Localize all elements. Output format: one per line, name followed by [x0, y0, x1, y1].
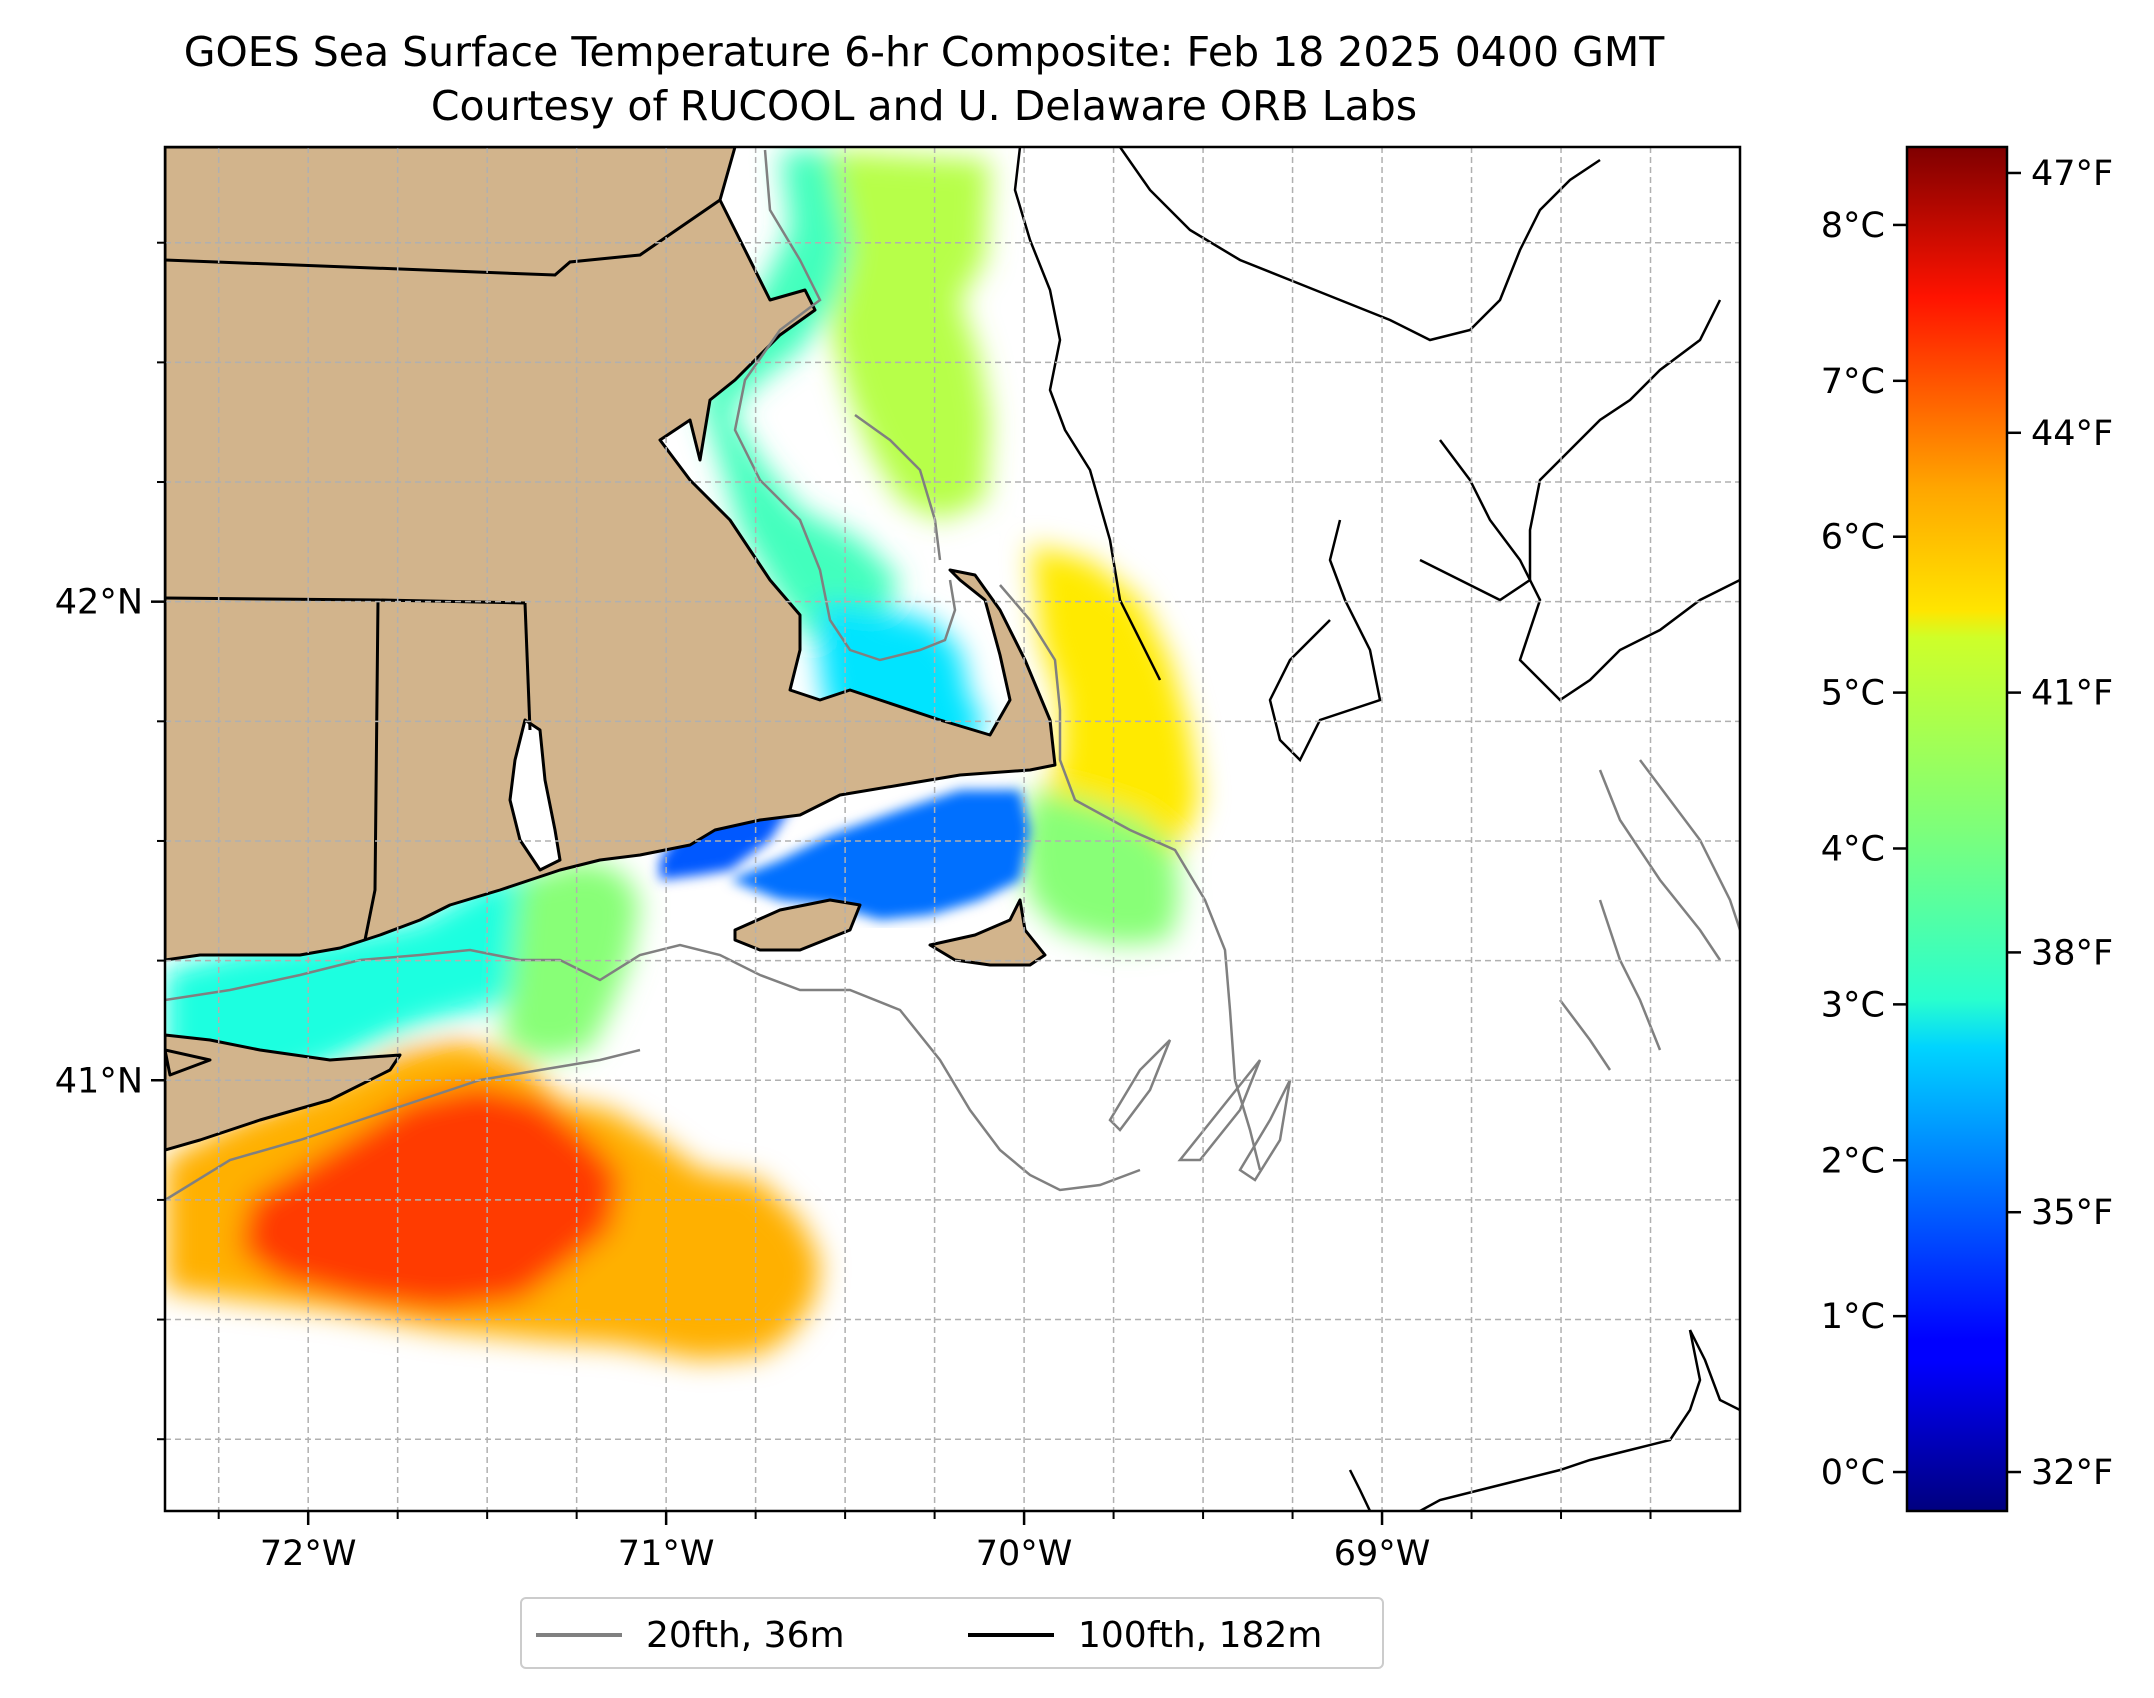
x-tick-label: 71°W [618, 1534, 715, 1574]
colorbar-c-label: 5°C [1821, 674, 1885, 714]
colorbar-f-label: 35°F [2031, 1193, 2113, 1233]
colorbar-c-label: 8°C [1821, 206, 1885, 246]
legend-item-20fth: 20fth, 36m [536, 1614, 845, 1656]
gridlines [165, 147, 1740, 1511]
contour-100fth-gulf [1118, 147, 1601, 342]
contour-20fth-shoals-7 [1559, 999, 1612, 1071]
contour-20fth-outer-cape [999, 584, 1262, 1171]
contour-20fth-shoals-6 [1598, 899, 1662, 1051]
x-tick-label: 72°W [260, 1534, 357, 1574]
contour-20fth-cape-cod-bay [854, 413, 942, 561]
legend-swatch-100fth [968, 1633, 1054, 1637]
land-layer [165, 147, 1057, 1152]
contour-20fth-south [165, 943, 1141, 1192]
colorbar-f-label: 44°F [2031, 414, 2113, 454]
colorbar-c-label: 2°C [1821, 1141, 1885, 1181]
contour-20fth-shoals-1 [1108, 1039, 1172, 1132]
colorbar-frame [1905, 145, 2009, 1513]
colorbar-gradient [1907, 147, 2007, 1511]
x-tick-label: 69°W [1334, 1534, 1431, 1574]
legend-label-100fth: 100fth, 182m [1078, 1614, 1323, 1656]
sst-layer [165, 150, 1200, 1360]
colorbar-celsius-ticks: 0°C 1°C 2°C 3°C 4°C 5°C 6°C 7°C 8°C [1821, 206, 1907, 1493]
colorbar-fahrenheit-ticks: 32°F 35°F 38°F 41°F 44°F 47°F [2007, 154, 2113, 1493]
contour-100fth-inner [1013, 147, 1162, 681]
ri-ma-border [523, 602, 532, 731]
colorbar-f-label: 32°F [2031, 1453, 2113, 1493]
contour-100fth-knob [1348, 1469, 1372, 1511]
contour-20fth-shoals-2 [1177, 1059, 1262, 1162]
map-axis-ticks: 72°W 71°W 70°W 69°W 42°N 41°N [55, 241, 1652, 1574]
colorbar-c-label: 7°C [1821, 362, 1885, 402]
contour-20fth-shelf [165, 1048, 641, 1202]
sst-region-nantucket-sound [730, 790, 1030, 920]
ct-ri-border [363, 599, 380, 941]
colorbar-c-label: 6°C [1821, 518, 1885, 558]
sst-region-shelf-warm-core [240, 1085, 620, 1310]
sst-region-massachusetts-bay [700, 150, 900, 640]
narragansett-bay-water [508, 718, 562, 872]
map-frame [163, 145, 1742, 1513]
contour-100fth-georges-2 [1439, 439, 1740, 702]
block-island-land [165, 1048, 212, 1077]
contour-100fth-georges [1419, 299, 1722, 602]
sst-region-outer-cape-south [1020, 790, 1180, 945]
long-island-land [165, 1033, 402, 1152]
contour-20fth-shoals-4 [1598, 769, 1722, 961]
colorbar-f-label: 47°F [2031, 154, 2113, 194]
colorbar-c-label: 1°C [1821, 1297, 1885, 1337]
x-tick-label: 70°W [976, 1534, 1073, 1574]
contour-20fth-shoals-3 [1238, 1079, 1292, 1182]
marthas-vineyard-land [733, 898, 862, 952]
contour-100fth-basin [1268, 519, 1382, 763]
legend-item-100fth: 100fth, 182m [968, 1614, 1323, 1656]
ma-nh-border [165, 198, 721, 277]
new-england-land [165, 147, 1057, 962]
colorbar-c-label: 4°C [1821, 829, 1885, 869]
contour-100fth [1013, 147, 1740, 1511]
y-tick-label: 41°N [55, 1061, 143, 1101]
contour-100fth-southeast-2 [1688, 1329, 1740, 1412]
contour-20fth-mass-bay [733, 149, 957, 662]
colorbar-c-label: 0°C [1821, 1453, 1885, 1493]
colorbar-c-label: 3°C [1821, 985, 1885, 1025]
colorbar-f-label: 41°F [2031, 674, 2113, 714]
y-tick-label: 42°N [55, 583, 143, 623]
nantucket-land [928, 898, 1047, 967]
contour-100fth-southeast [1419, 1329, 1702, 1511]
legend-swatch-20fth [536, 1633, 622, 1637]
map-panel: 72°W 71°W 70°W 69°W 42°N 41°N [55, 145, 1742, 1574]
contour-20fth [165, 149, 1740, 1202]
sst-region-long-island-sound [165, 870, 610, 1110]
colorbar: 0°C 1°C 2°C 3°C 4°C 5°C 6°C 7°C 8°C 32°F 35°F 38°F… [1821, 145, 2113, 1513]
chart-subtitle: Courtesy of RUCOOL and U. Delaware ORB L… [430, 82, 1418, 130]
colorbar-f-label: 38°F [2031, 933, 2113, 973]
contour-legend: 20fth, 36m 100fth, 182m [520, 1597, 1384, 1669]
legend-label-20fth: 20fth, 36m [646, 1614, 845, 1656]
chart-title: GOES Sea Surface Temperature 6-hr Compos… [183, 28, 1665, 76]
contour-20fth-shoals-5 [1639, 759, 1740, 931]
